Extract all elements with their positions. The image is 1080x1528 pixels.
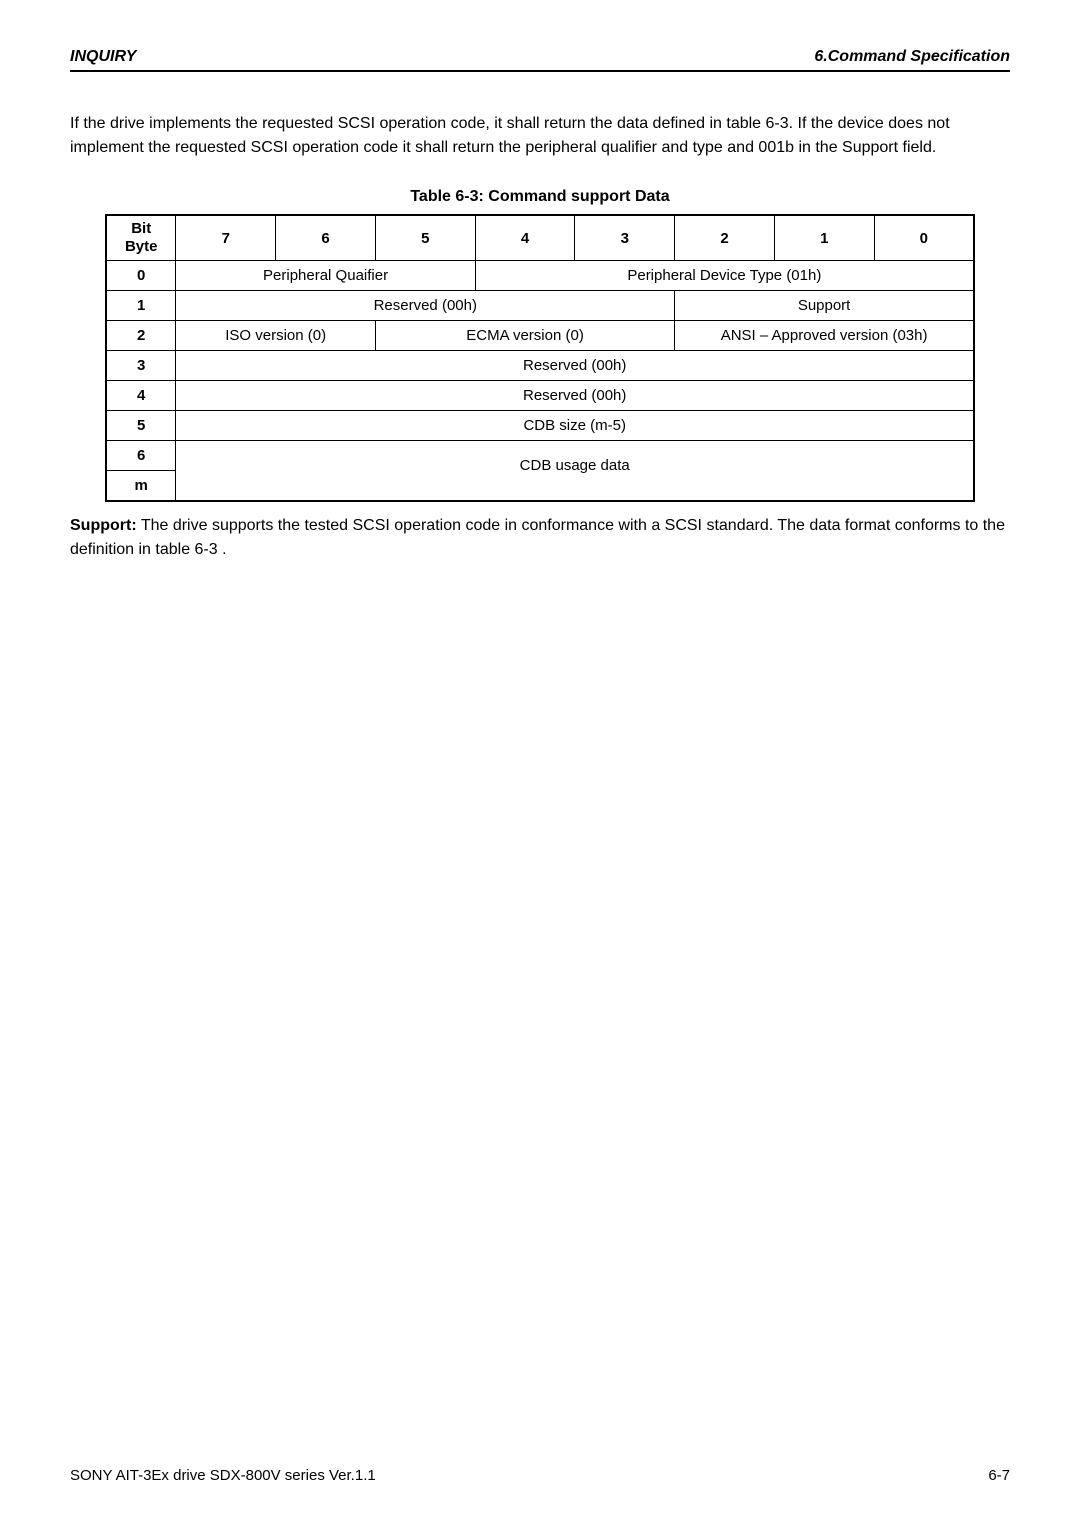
reserved-1: Reserved (00h) <box>176 291 675 321</box>
row-1-label: 1 <box>106 291 176 321</box>
peripheral-device-type: Peripheral Device Type (01h) <box>475 261 974 291</box>
bit-7: 7 <box>176 215 276 261</box>
row-5-label: 5 <box>106 411 176 441</box>
bit-1: 1 <box>774 215 874 261</box>
page-footer: SONY AIT-3Ex drive SDX-800V series Ver.1… <box>70 1467 1010 1484</box>
support-field: Support <box>675 291 974 321</box>
bit-5: 5 <box>375 215 475 261</box>
intro-paragraph: If the drive implements the requested SC… <box>70 112 1010 160</box>
row-0-label: 0 <box>106 261 176 291</box>
iso-version: ISO version (0) <box>176 321 376 351</box>
cdb-usage-text: CDB usage data <box>176 457 973 474</box>
support-bold: Support: <box>70 517 137 534</box>
bit-3: 3 <box>575 215 675 261</box>
bit-4: 4 <box>475 215 575 261</box>
page-header: INQUIRY 6.Command Specification <box>70 48 1010 72</box>
ansi-version: ANSI – Approved version (03h) <box>675 321 974 351</box>
ecma-version: ECMA version (0) <box>375 321 674 351</box>
footer-left: SONY AIT-3Ex drive SDX-800V series Ver.1… <box>70 1467 376 1484</box>
row-6-label: 6 <box>106 441 176 471</box>
support-body: The drive supports the tested SCSI opera… <box>70 517 1005 558</box>
peripheral-qualifier: Peripheral Quaifier <box>176 261 475 291</box>
cdb-usage-bottom: CDB usage data <box>176 471 974 501</box>
row-3-label: 3 <box>106 351 176 381</box>
row-m-label: m <box>106 471 176 501</box>
bit-2: 2 <box>675 215 775 261</box>
header-right: 6.Command Specification <box>814 48 1010 66</box>
byte-label: Byte <box>107 238 175 256</box>
table-title: Table 6-3: Command support Data <box>70 188 1010 206</box>
bit-label: Bit <box>107 220 175 238</box>
bit-6: 6 <box>276 215 376 261</box>
cdb-size: CDB size (m-5) <box>176 411 974 441</box>
command-support-table: Bit Byte 7 6 5 4 3 2 1 0 0 Peripheral Qu… <box>105 214 975 502</box>
bit-byte-header: Bit Byte <box>106 215 176 261</box>
bit-0: 0 <box>874 215 974 261</box>
reserved-3: Reserved (00h) <box>176 351 974 381</box>
row-2-label: 2 <box>106 321 176 351</box>
row-4-label: 4 <box>106 381 176 411</box>
header-left: INQUIRY <box>70 48 136 66</box>
reserved-4: Reserved (00h) <box>176 381 974 411</box>
support-paragraph: Support: The drive supports the tested S… <box>70 514 1010 562</box>
footer-right: 6-7 <box>988 1467 1010 1484</box>
